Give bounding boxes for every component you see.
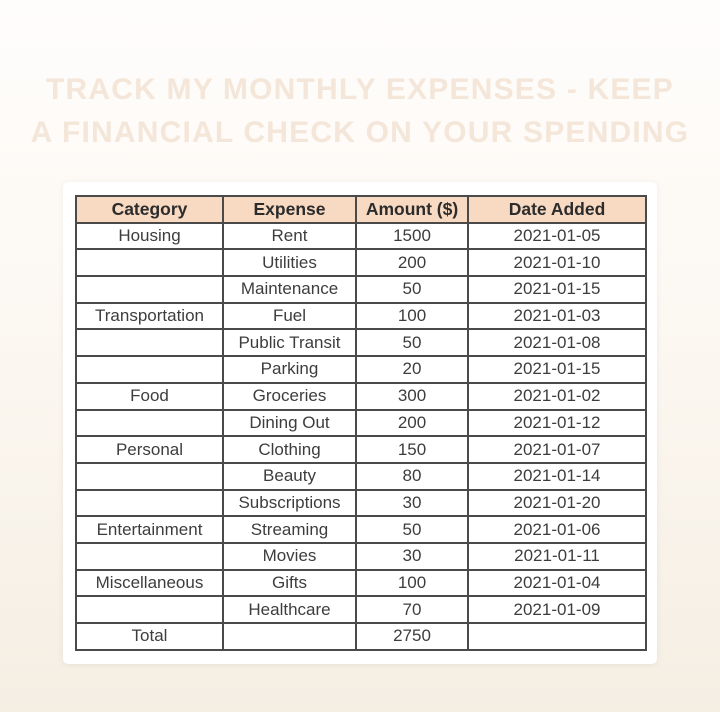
page-title: TRACK MY MONTHLY EXPENSES - KEEP A FINAN…: [0, 68, 720, 154]
cell-date-added: 2021-01-05: [467, 221, 647, 251]
cell-category: Transportation: [75, 301, 224, 331]
cell-expense: Maintenance: [222, 275, 357, 304]
table-row: Movies 30 2021-01-11: [75, 541, 647, 571]
table-row: Personal Clothing 150 2021-01-07: [75, 435, 647, 464]
cell-category: [75, 541, 224, 571]
table-row: Public Transit 50 2021-01-08: [75, 328, 647, 358]
cell-amount: 30: [355, 488, 469, 518]
cell-category: Housing: [75, 221, 224, 251]
table-row: Miscellaneous Gifts 100 2021-01-04: [75, 568, 647, 598]
table-row: Parking 20 2021-01-15: [75, 355, 647, 384]
table-row: Housing Rent 1500 2021-01-05: [75, 221, 647, 251]
page-title-line-2: A FINANCIAL CHECK ON YOUR SPENDING: [30, 116, 690, 149]
cell-category: Total: [75, 622, 224, 651]
cell-amount: 100: [355, 301, 469, 331]
cell-amount: 80: [355, 461, 469, 491]
table-panel: Category Expense Amount ($) Date Added H…: [63, 182, 657, 664]
cell-date-added: 2021-01-06: [467, 515, 647, 544]
cell-category: [75, 355, 224, 384]
cell-category: [75, 488, 224, 518]
cell-amount: 50: [355, 275, 469, 304]
column-header-date-added: Date Added: [467, 195, 647, 224]
cell-amount: 50: [355, 328, 469, 358]
cell-amount: 20: [355, 355, 469, 384]
cell-expense: Public Transit: [222, 328, 357, 358]
cell-date-added: 2021-01-15: [467, 355, 647, 384]
cell-expense: Subscriptions: [222, 488, 357, 518]
cell-category: [75, 328, 224, 358]
table-row: Utilities 200 2021-01-10: [75, 248, 647, 278]
cell-category: [75, 275, 224, 304]
cell-expense: Parking: [222, 355, 357, 384]
table-row: Maintenance 50 2021-01-15: [75, 275, 647, 304]
cell-expense: Rent: [222, 221, 357, 251]
cell-expense: Gifts: [222, 568, 357, 598]
column-header-expense: Expense: [222, 195, 357, 224]
cell-category: [75, 461, 224, 491]
cell-date-added: 2021-01-08: [467, 328, 647, 358]
expenses-table-header: Category Expense Amount ($) Date Added: [75, 195, 647, 224]
cell-expense: Utilities: [222, 248, 357, 278]
cell-date-added: 2021-01-20: [467, 488, 647, 518]
cell-expense: Groceries: [222, 381, 357, 411]
column-header-amount: Amount ($): [355, 195, 469, 224]
table-row: Food Groceries 300 2021-01-02: [75, 381, 647, 411]
cell-expense: Streaming: [222, 515, 357, 544]
cell-date-added: 2021-01-15: [467, 275, 647, 304]
cell-category: Personal: [75, 435, 224, 464]
cell-date-added: 2021-01-09: [467, 595, 647, 624]
cell-expense: Healthcare: [222, 595, 357, 624]
expenses-table: Category Expense Amount ($) Date Added H…: [75, 195, 647, 651]
cell-category: [75, 248, 224, 278]
cell-expense: Clothing: [222, 435, 357, 464]
cell-amount: 150: [355, 435, 469, 464]
expenses-table-body: Housing Rent 1500 2021-01-05 Utilities 200 202…: [75, 221, 647, 651]
cell-category: Miscellaneous: [75, 568, 224, 598]
cell-expense: Dining Out: [222, 408, 357, 438]
cell-date-added: 2021-01-07: [467, 435, 647, 464]
table-row: Beauty 80 2021-01-14: [75, 461, 647, 491]
cell-amount: 1500: [355, 221, 469, 251]
cell-category: Entertainment: [75, 515, 224, 544]
cell-category: [75, 408, 224, 438]
cell-amount: 50: [355, 515, 469, 544]
cell-amount: 300: [355, 381, 469, 411]
cell-amount: 30: [355, 541, 469, 571]
table-row-total: Total 2750: [75, 622, 647, 651]
cell-expense: Movies: [222, 541, 357, 571]
cell-date-added: 2021-01-14: [467, 461, 647, 491]
cell-date-added: 2021-01-03: [467, 301, 647, 331]
table-row: Subscriptions 30 2021-01-20: [75, 488, 647, 518]
cell-date-added: 2021-01-10: [467, 248, 647, 278]
cell-amount: 200: [355, 248, 469, 278]
cell-amount: 70: [355, 595, 469, 624]
cell-category: [75, 595, 224, 624]
cell-date-added: 2021-01-04: [467, 568, 647, 598]
table-row: Dining Out 200 2021-01-12: [75, 408, 647, 438]
cell-date-added: 2021-01-12: [467, 408, 647, 438]
cell-date-added: 2021-01-11: [467, 541, 647, 571]
cell-date-added: [467, 622, 647, 651]
table-row: Entertainment Streaming 50 2021-01-06: [75, 515, 647, 544]
cell-date-added: 2021-01-02: [467, 381, 647, 411]
cell-amount: 200: [355, 408, 469, 438]
cell-category: Food: [75, 381, 224, 411]
cell-expense: Beauty: [222, 461, 357, 491]
page-title-line-1: TRACK MY MONTHLY EXPENSES - KEEP: [46, 73, 674, 106]
cell-amount: 2750: [355, 622, 469, 651]
cell-expense: Fuel: [222, 301, 357, 331]
column-header-category: Category: [75, 195, 224, 224]
cell-amount: 100: [355, 568, 469, 598]
table-row: Healthcare 70 2021-01-09: [75, 595, 647, 624]
cell-expense: [222, 622, 357, 651]
table-row: Transportation Fuel 100 2021-01-03: [75, 301, 647, 331]
header-row: Category Expense Amount ($) Date Added: [75, 195, 647, 224]
